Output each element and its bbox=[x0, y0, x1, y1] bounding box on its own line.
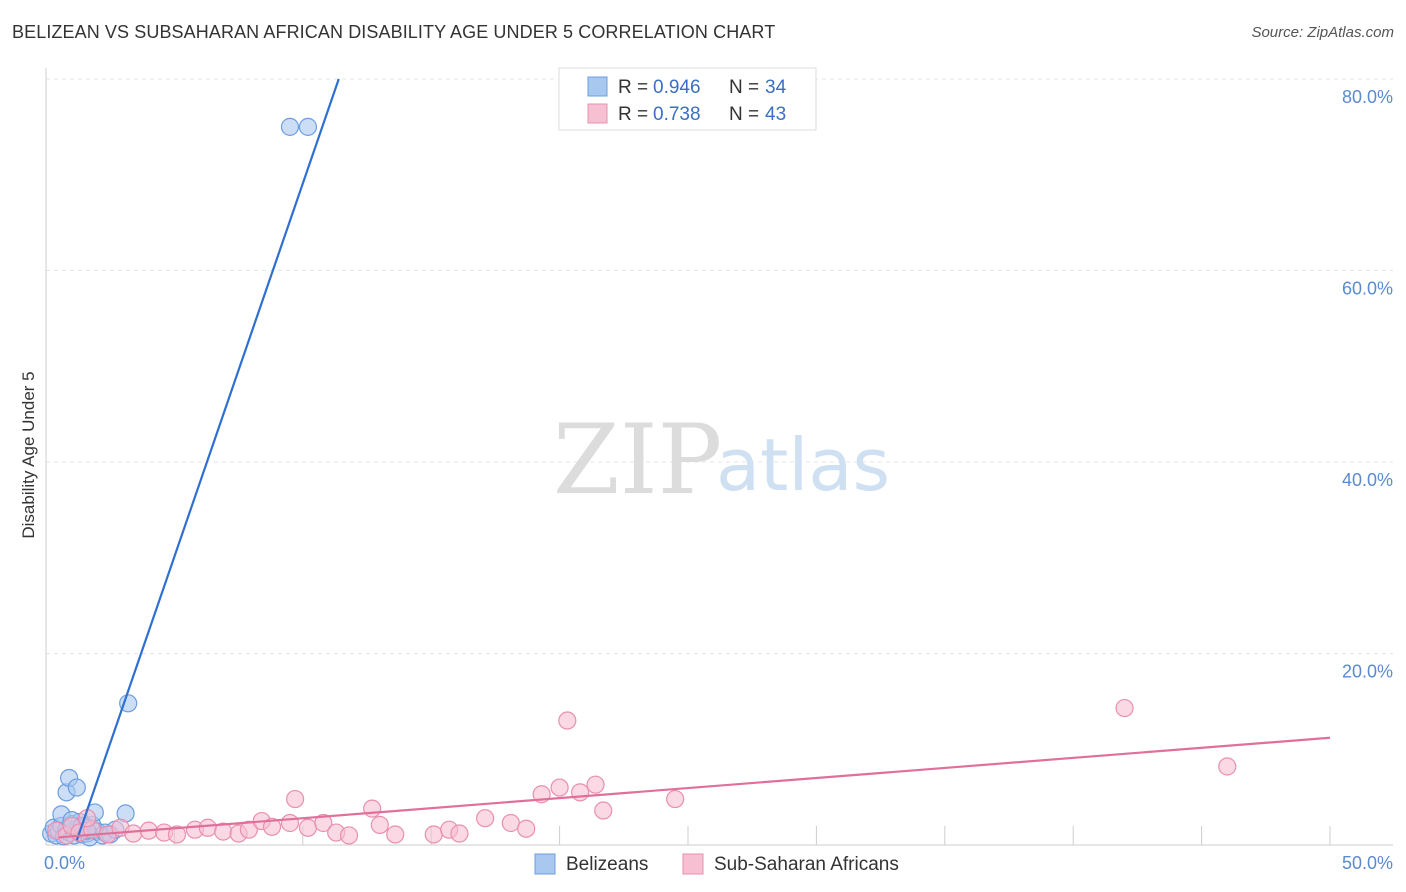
watermark-zip: ZIP bbox=[553, 404, 722, 516]
watermark: ZIP atlas bbox=[553, 404, 890, 516]
x-tick-label-min: 0.0% bbox=[44, 853, 85, 873]
legend-n-value-belizeans: 34 bbox=[765, 77, 787, 98]
sub-saharan-point-27 bbox=[424, 825, 443, 844]
sub-saharan-point-12 bbox=[198, 818, 217, 837]
legend-swatch-sub-saharan bbox=[587, 103, 608, 124]
belizean-point-33 bbox=[298, 117, 318, 136]
sub-saharan-point-25 bbox=[370, 815, 389, 834]
sub-saharan-point-26 bbox=[386, 825, 405, 844]
series-sub-saharan-africans bbox=[47, 698, 1237, 845]
legend-r-value-sub-saharan: 0.738 bbox=[653, 104, 701, 125]
sub-saharan-trend-line bbox=[58, 736, 1331, 839]
belizean-point-31 bbox=[119, 694, 138, 713]
sub-saharan-point-40 bbox=[1115, 698, 1134, 718]
legend-n-value-sub-saharan: 43 bbox=[765, 104, 786, 125]
x-tick-label-max: 50.0% bbox=[1342, 853, 1393, 873]
x-tick-labels: 0.0% 50.0% bbox=[44, 853, 1393, 873]
belizean-trend-line bbox=[75, 78, 340, 841]
bottom-legend-belizeans: Belizeans bbox=[566, 854, 648, 875]
sub-saharan-point-34 bbox=[550, 778, 569, 797]
legend-n-label-sub-saharan: N = bbox=[729, 104, 759, 125]
sub-saharan-point-41 bbox=[1218, 757, 1237, 776]
sub-saharan-point-10 bbox=[167, 825, 187, 844]
y-tick-label-1: 40.0% bbox=[1342, 470, 1393, 490]
sub-saharan-point-18 bbox=[280, 813, 300, 833]
sub-saharan-point-17 bbox=[262, 817, 282, 836]
source-label: Source: ZipAtlas.com bbox=[1251, 24, 1394, 41]
series-legend: Belizeans Sub-Saharan Africans bbox=[534, 853, 899, 875]
series-belizeans bbox=[42, 117, 318, 847]
sub-saharan-point-21 bbox=[314, 813, 333, 833]
sub-saharan-point-19 bbox=[285, 789, 305, 809]
correlation-legend: R = 0.946 N = 34 R = 0.738 N = 43 bbox=[558, 67, 817, 131]
sub-saharan-point-31 bbox=[501, 813, 520, 833]
bottom-legend-swatch-sub-saharan bbox=[682, 853, 704, 875]
sub-saharan-point-23 bbox=[339, 826, 359, 845]
sub-saharan-point-38 bbox=[594, 801, 613, 820]
y-axis-label: Disability Age Under 5 bbox=[19, 371, 38, 538]
legend-r-label-sub-saharan: R = bbox=[618, 104, 648, 125]
y-tick-label-0: 20.0% bbox=[1342, 662, 1393, 682]
y-tick-label-2: 60.0% bbox=[1342, 279, 1393, 299]
sub-saharan-point-29 bbox=[450, 824, 469, 843]
legend-r-label-belizeans: R = bbox=[618, 77, 648, 98]
sub-saharan-point-30 bbox=[476, 809, 495, 828]
y-tick-labels: 20.0% 40.0% 60.0% 80.0% bbox=[1342, 87, 1393, 682]
sub-saharan-point-24 bbox=[363, 799, 382, 818]
sub-saharan-point-36 bbox=[571, 783, 590, 802]
bottom-legend-swatch-belizeans bbox=[534, 853, 556, 875]
legend-swatch-belizeans bbox=[587, 76, 608, 97]
legend-r-value-belizeans: 0.946 bbox=[653, 77, 701, 98]
sub-saharan-point-15 bbox=[239, 820, 258, 839]
watermark-atlas: atlas bbox=[716, 423, 890, 507]
y-tick-label-3: 80.0% bbox=[1342, 87, 1393, 107]
chart-title: BELIZEAN VS SUBSAHARAN AFRICAN DISABILIT… bbox=[12, 22, 776, 42]
belizean-point-32 bbox=[280, 117, 300, 136]
legend-n-label-belizeans: N = bbox=[729, 77, 759, 98]
sub-saharan-point-32 bbox=[517, 819, 536, 838]
sub-saharan-point-37 bbox=[586, 775, 605, 794]
bottom-legend-sub-saharan: Sub-Saharan Africans bbox=[714, 854, 899, 875]
sub-saharan-point-20 bbox=[298, 818, 318, 837]
sub-saharan-point-39 bbox=[666, 789, 685, 809]
trend-lines bbox=[58, 78, 1331, 841]
sub-saharan-point-7 bbox=[124, 824, 143, 843]
belizean-point-23 bbox=[67, 778, 86, 797]
sub-saharan-point-35 bbox=[558, 711, 577, 730]
